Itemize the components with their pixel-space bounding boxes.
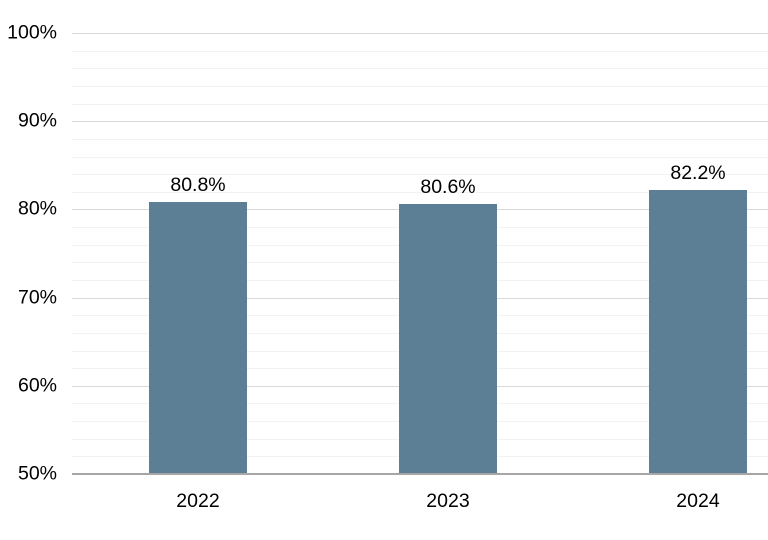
minor-gridline — [72, 174, 768, 176]
y-axis-tick-label: 70% — [17, 286, 57, 309]
bar-value-label: 80.6% — [420, 176, 476, 199]
minor-gridline — [72, 191, 768, 193]
y-axis-tick-label: 80% — [17, 197, 57, 220]
major-gridline — [72, 121, 768, 123]
minor-gridline — [72, 50, 768, 52]
bar-2024 — [649, 190, 747, 474]
major-gridline — [72, 33, 768, 34]
bar-value-label: 80.8% — [170, 174, 226, 197]
x-axis-category-label: 2024 — [676, 490, 720, 512]
bar-2022 — [149, 202, 247, 474]
minor-gridline — [72, 68, 768, 70]
minor-gridline — [72, 156, 768, 158]
y-axis-labels: 50% 60% 70% 80% 90% 100% — [0, 22, 57, 485]
bar-2023 — [399, 204, 497, 474]
y-axis-tick-label: 90% — [17, 109, 57, 132]
minor-gridline — [72, 138, 768, 140]
y-axis-tick-label: 100% — [7, 21, 57, 44]
x-axis-line — [72, 473, 768, 475]
plot-area: 80.8% 80.6% 82.2% — [72, 33, 768, 475]
x-axis-labels: 2022 2023 2024 — [0, 490, 768, 516]
minor-gridline — [72, 103, 768, 105]
bar-value-label: 82.2% — [670, 162, 726, 184]
y-axis-tick-label: 60% — [17, 374, 57, 397]
y-axis-tick-label: 50% — [17, 462, 57, 485]
x-axis-category-label: 2023 — [426, 490, 470, 512]
x-axis-category-label: 2022 — [176, 490, 220, 512]
minor-gridline — [72, 85, 768, 87]
